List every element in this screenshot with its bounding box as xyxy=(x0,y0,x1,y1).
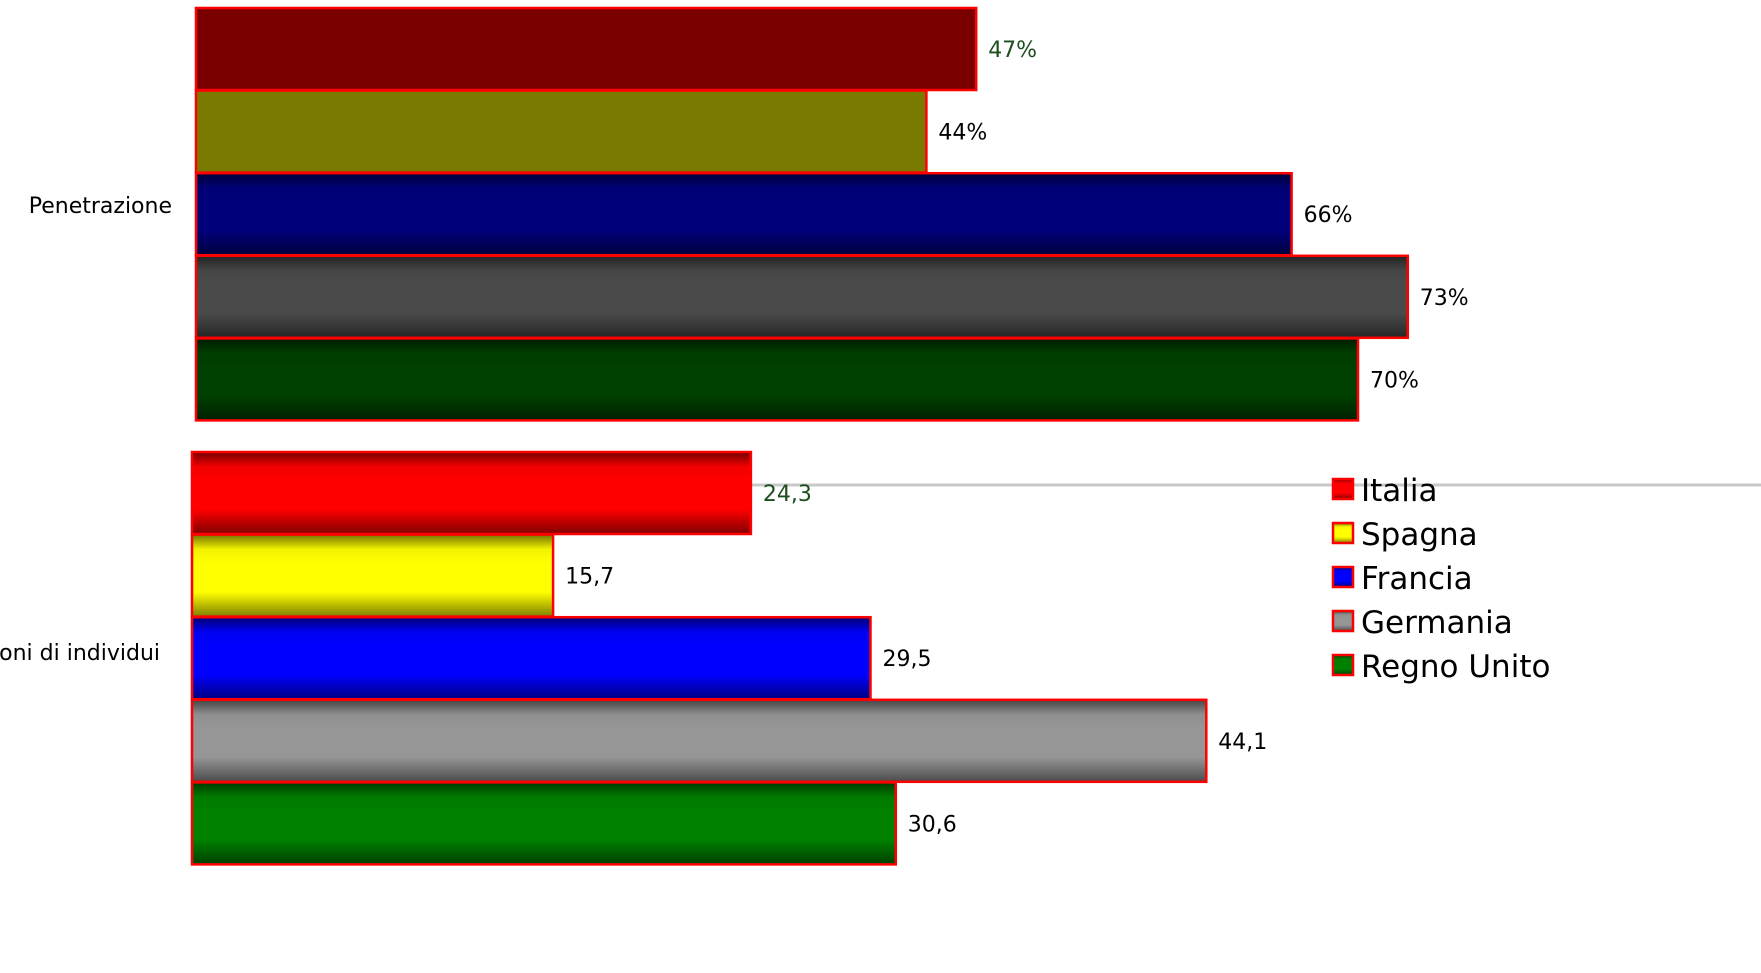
data-label-germania: 44,1 xyxy=(1218,730,1267,755)
bar-italia xyxy=(190,450,753,536)
bar-regno-unito xyxy=(194,337,1360,422)
data-label-italia: 24,3 xyxy=(763,482,812,507)
legend-swatch-francia xyxy=(1331,565,1355,589)
data-label-italia: 47% xyxy=(988,38,1037,63)
penetration-panel: Penetrazione 47% 44% 66% 73% 70% xyxy=(29,6,1469,422)
legend-swatch-spagna xyxy=(1331,521,1355,545)
data-label-francia: 29,5 xyxy=(883,647,932,672)
legend-label-germania: Germania xyxy=(1361,605,1513,641)
legend-swatch-germania xyxy=(1331,609,1355,633)
bar-regno-unito xyxy=(190,781,898,866)
bar-spagna xyxy=(194,89,928,174)
legend-label-spagna: Spagna xyxy=(1361,517,1478,553)
legend: Italia Spagna Francia Germania Regno Unito xyxy=(1331,473,1550,685)
category-label: Milioni di individui xyxy=(0,641,160,666)
legend-swatch-italia xyxy=(1331,477,1355,501)
bar-francia xyxy=(194,171,1293,257)
legend-label-francia: Francia xyxy=(1361,561,1473,597)
data-label-regno-unito: 30,6 xyxy=(908,812,957,837)
legend-swatch-regno-unito xyxy=(1331,653,1355,677)
data-label-germania: 73% xyxy=(1420,286,1469,311)
legend-label-regno-unito: Regno Unito xyxy=(1361,649,1550,685)
data-label-spagna: 44% xyxy=(938,121,987,146)
bar-germania xyxy=(194,254,1410,340)
bar-francia xyxy=(190,615,872,701)
individuals-panel: Milioni di individui 24,3 15,7 29,5 44,1 30,6 xyxy=(0,450,1267,866)
bar-spagna xyxy=(190,533,555,618)
bar-italia xyxy=(194,6,978,92)
data-label-spagna: 15,7 xyxy=(565,565,614,590)
legend-label-italia: Italia xyxy=(1361,473,1438,509)
data-label-francia: 66% xyxy=(1304,203,1353,228)
category-label: Penetrazione xyxy=(29,194,172,219)
data-label-regno-unito: 70% xyxy=(1370,368,1419,393)
bar-germania xyxy=(190,698,1208,784)
